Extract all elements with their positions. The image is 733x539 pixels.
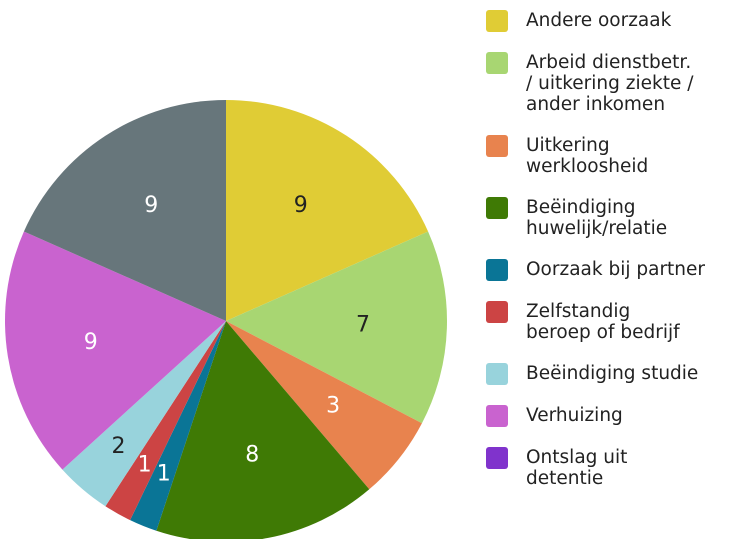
pie-slice xyxy=(23,100,226,321)
slice-label: 9 xyxy=(144,193,158,218)
legend-label: Zelfstandig beroep of bedrijf xyxy=(526,301,680,343)
legend-item: Andere oorzaak xyxy=(486,10,705,32)
slice-label: 9 xyxy=(294,193,308,218)
slice-label: 9 xyxy=(84,330,98,355)
legend-label: Ontslag uit detentie xyxy=(526,447,628,489)
legend-item: Zelfstandig beroep of bedrijf xyxy=(486,301,705,343)
legend-item: Verhuizing xyxy=(486,405,705,427)
legend-label: Uitkering werkloosheid xyxy=(526,135,649,177)
legend-item: Ontslag uit detentie xyxy=(486,447,705,489)
legend-item: Oorzaak bij partner xyxy=(486,259,705,281)
legend-item: Arbeid dienstbetr. / uitkering ziekte / … xyxy=(486,52,705,115)
legend-swatch xyxy=(486,52,508,74)
legend-swatch xyxy=(486,447,508,469)
legend-swatch xyxy=(486,10,508,32)
slice-label: 2 xyxy=(112,434,126,459)
legend-item: Uitkering werkloosheid xyxy=(486,135,705,177)
legend: Andere oorzaak Arbeid dienstbetr. / uitke… xyxy=(486,10,705,489)
slice-label: 1 xyxy=(138,452,152,477)
pie-slice xyxy=(62,321,227,507)
legend-item: Beëindiging huwelijk/relatie xyxy=(486,197,705,239)
pie-slice xyxy=(226,231,447,424)
pie-slice xyxy=(4,231,226,470)
legend-label: Verhuizing xyxy=(526,405,623,426)
pie-slice xyxy=(130,321,226,531)
legend-label: Beëindiging huwelijk/relatie xyxy=(526,197,668,239)
legend-label: Andere oorzaak xyxy=(526,10,672,31)
legend-swatch xyxy=(486,135,508,157)
legend-label: Beëindiging studie xyxy=(526,363,699,384)
slice-label: 7 xyxy=(356,312,370,337)
legend-label: Oorzaak bij partner xyxy=(526,259,706,280)
legend-swatch xyxy=(486,259,508,281)
legend-item: Beëindiging studie xyxy=(486,363,705,385)
legend-swatch xyxy=(486,301,508,323)
legend-swatch xyxy=(486,405,508,427)
legend-label: Arbeid dienstbetr. / uitkering ziekte / … xyxy=(526,52,694,115)
legend-swatch xyxy=(486,363,508,385)
slice-label: 3 xyxy=(326,393,340,418)
slice-label: 8 xyxy=(245,442,259,467)
pie-slice xyxy=(226,321,422,490)
legend-swatch xyxy=(486,197,508,219)
slice-label: 1 xyxy=(157,462,171,487)
pie-slice xyxy=(226,100,429,321)
pie-slice xyxy=(105,321,226,521)
pie-slice xyxy=(156,321,370,539)
